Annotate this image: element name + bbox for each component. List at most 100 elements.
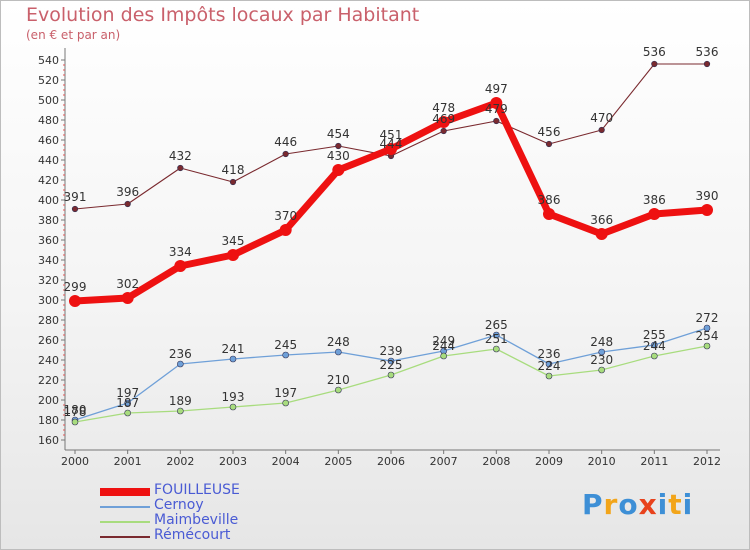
- data-label: 224: [538, 359, 561, 373]
- data-label: 390: [696, 189, 719, 203]
- y-tick-label: 540: [38, 54, 59, 67]
- y-tick-label: 300: [38, 294, 59, 307]
- data-label: 345: [222, 234, 245, 248]
- legend-label-fouilleuse: FOUILLEUSE: [154, 482, 240, 498]
- x-tick-label: 2002: [166, 455, 194, 468]
- y-tick-label: 440: [38, 154, 59, 167]
- data-point: [545, 372, 553, 380]
- data-label: 299: [64, 280, 87, 294]
- data-label: 430: [327, 149, 350, 163]
- data-label: 370: [274, 209, 297, 223]
- data-point: [229, 403, 237, 411]
- y-tick-label: 260: [38, 334, 59, 347]
- x-tick-label: 2009: [535, 455, 563, 468]
- data-point: [440, 127, 447, 135]
- data-point: [282, 150, 289, 158]
- data-label: 418: [222, 163, 245, 177]
- data-point: [703, 60, 711, 68]
- data-label: 189: [169, 394, 192, 408]
- legend-label-maimbeville: Maimbeville: [154, 512, 239, 528]
- data-label: 446: [274, 135, 297, 149]
- data-point: [177, 164, 184, 172]
- data-label: 239: [380, 344, 403, 358]
- y-tick-label: 520: [38, 74, 59, 87]
- data-label: 180: [64, 403, 87, 417]
- data-label: 241: [222, 342, 245, 356]
- data-point: [648, 208, 661, 220]
- y-tick-label: 380: [38, 214, 59, 227]
- data-point: [651, 352, 658, 360]
- data-point: [279, 224, 292, 236]
- data-point: [701, 204, 713, 216]
- legend-item-fouilleuse: FOUILLEUSE: [100, 482, 360, 499]
- logo-letter: r: [603, 488, 619, 521]
- y-tick-label: 160: [38, 434, 59, 447]
- x-tick-label: 2004: [272, 455, 300, 468]
- data-point: [598, 348, 605, 356]
- data-label: 225: [380, 358, 403, 372]
- data-label: 302: [116, 277, 139, 291]
- data-point: [71, 418, 79, 426]
- data-label: 230: [590, 353, 613, 367]
- data-label: 178: [64, 405, 87, 419]
- data-point: [229, 355, 237, 363]
- data-point: [651, 60, 658, 68]
- data-label: 248: [327, 335, 350, 349]
- data-point: [651, 341, 658, 349]
- y-tick-label: 240: [38, 354, 59, 367]
- data-label: 432: [169, 149, 192, 163]
- data-label: 451: [380, 128, 403, 142]
- data-label: 244: [432, 339, 455, 353]
- data-label: 366: [590, 213, 613, 227]
- legend-swatch-remecourt: [100, 536, 150, 538]
- logo-letter: t: [668, 488, 683, 521]
- data-label: 536: [696, 45, 719, 59]
- logo-letter: i: [657, 488, 669, 521]
- data-point: [121, 292, 134, 304]
- data-label: 444: [380, 137, 403, 151]
- y-tick-label: 460: [38, 134, 59, 147]
- data-label: 396: [116, 185, 139, 199]
- data-label: 249: [432, 334, 455, 348]
- data-point: [595, 228, 608, 240]
- y-tick-label: 280: [38, 314, 59, 327]
- data-point: [335, 386, 342, 394]
- data-label: 386: [538, 193, 561, 207]
- data-point: [598, 126, 605, 134]
- data-point: [229, 178, 237, 186]
- legend-label-remecourt: Rémécourt: [154, 527, 231, 543]
- y-tick-label: 480: [38, 114, 59, 127]
- logo-letter: x: [638, 488, 658, 521]
- data-label: 497: [485, 82, 508, 96]
- data-point: [282, 399, 289, 407]
- x-tick-label: 2003: [219, 455, 247, 468]
- x-tick-label: 2005: [324, 455, 352, 468]
- data-point: [387, 371, 395, 379]
- legend-swatch-cernoy: [100, 506, 150, 508]
- data-point: [71, 205, 79, 213]
- data-label: 479: [485, 102, 508, 116]
- chart-legend: FOUILLEUSE Cernoy Maimbeville Rémécourt: [100, 482, 360, 544]
- legend-swatch-maimbeville: [100, 521, 150, 523]
- data-label: 245: [274, 338, 297, 352]
- logo-letter: o: [618, 488, 639, 521]
- x-tick-label: 2012: [693, 455, 721, 468]
- data-label: 469: [432, 112, 455, 126]
- legend-item-remecourt: Rémécourt: [100, 527, 360, 544]
- data-point: [493, 117, 500, 125]
- data-label: 193: [222, 390, 245, 404]
- data-point: [545, 140, 553, 148]
- data-label: 334: [169, 245, 192, 259]
- data-point: [227, 249, 239, 261]
- x-tick-label: 2011: [640, 455, 668, 468]
- data-point: [493, 345, 500, 353]
- data-point: [440, 352, 447, 360]
- data-label: 251: [485, 332, 508, 346]
- data-point: [124, 409, 131, 417]
- y-tick-label: 500: [38, 94, 59, 107]
- y-tick-label: 400: [38, 194, 59, 207]
- data-label: 244: [643, 339, 666, 353]
- legend-label-cernoy: Cernoy: [154, 497, 204, 513]
- data-label: 197: [116, 386, 139, 400]
- x-tick-label: 2006: [377, 455, 405, 468]
